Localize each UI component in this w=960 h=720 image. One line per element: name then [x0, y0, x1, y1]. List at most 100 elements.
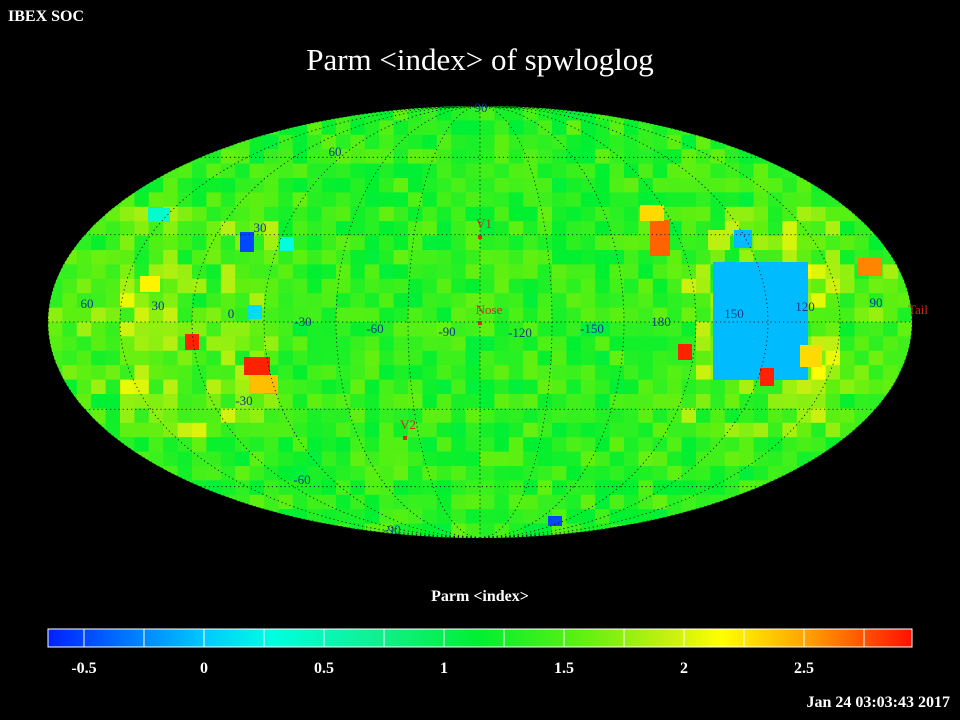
map-pixel [523, 437, 539, 453]
map-pixel [321, 350, 337, 366]
longitude-label: -30 [294, 314, 311, 329]
map-pixel [796, 221, 812, 237]
map-pixel [307, 192, 323, 208]
map-pixel [552, 235, 567, 251]
map-pixel [192, 278, 207, 294]
map-pixel [566, 480, 582, 496]
map-pixel [393, 394, 409, 409]
map-pixel [724, 422, 740, 438]
map-pixel [595, 278, 611, 294]
map-pixel [350, 307, 366, 323]
map-pixel [883, 350, 899, 366]
map-pixel [566, 178, 582, 193]
map-pixel [206, 422, 222, 438]
map-pixel [192, 394, 207, 409]
map-pixel [307, 437, 323, 453]
map-pixel [624, 206, 639, 222]
map-pixel [321, 322, 337, 337]
colorbar-tick-label: 2 [680, 660, 688, 677]
map-pixel [250, 375, 278, 393]
map-pixel [120, 350, 135, 366]
map-pixel [249, 466, 265, 481]
map-pixel [696, 163, 711, 179]
map-pixel [696, 422, 711, 438]
map-pixel [436, 437, 452, 453]
map-pixel [508, 322, 524, 337]
map-pixel [652, 163, 668, 179]
map-pixel [609, 394, 625, 409]
map-pixel [678, 344, 692, 360]
map-pixel [494, 221, 510, 237]
map-pixel [364, 307, 380, 323]
map-pixel [163, 422, 179, 438]
map-pixel [192, 293, 207, 309]
map-pixel [782, 163, 798, 179]
map-pixel [624, 134, 639, 150]
header-label: IBEX SOC [8, 8, 85, 25]
map-pixel [624, 379, 639, 395]
map-pixel [336, 250, 351, 265]
map-pixel [710, 206, 726, 222]
map-pixel [278, 307, 294, 323]
map-pixel [292, 134, 308, 150]
map-pixel [393, 192, 409, 208]
map-pixel [336, 466, 351, 481]
map-pixel [436, 134, 452, 150]
map-pixel [307, 278, 323, 294]
map-pixel [408, 293, 423, 309]
map-pixel [667, 494, 683, 510]
map-pixel [868, 336, 884, 352]
map-pixel [307, 178, 323, 193]
map-pixel [278, 206, 294, 222]
map-pixel [494, 322, 510, 337]
map-pixel [638, 422, 654, 438]
map-pixel [537, 235, 553, 251]
map-pixel [624, 278, 639, 294]
map-pixel [566, 422, 582, 438]
map-pixel [350, 379, 366, 395]
map-pixel [235, 336, 251, 352]
map-pixel [278, 379, 294, 395]
map-pixel [465, 235, 481, 251]
map-pixel [422, 509, 438, 525]
map-pixel [192, 451, 207, 467]
map-pixel [609, 322, 625, 337]
map-pixel [840, 264, 855, 280]
map-pixel [292, 466, 308, 481]
map-pixel [321, 494, 337, 510]
map-pixel [523, 350, 539, 366]
map-pixel [48, 278, 63, 294]
map-pixel [307, 394, 323, 409]
map-pixel [76, 307, 92, 323]
map-pixel [321, 509, 337, 525]
map-pixel [480, 480, 495, 496]
map-pixel [667, 408, 683, 424]
map-pixel [148, 422, 164, 438]
map-pixel [307, 509, 323, 525]
map-pixel [422, 408, 438, 424]
map-pixel [185, 334, 199, 350]
map-pixel [321, 336, 337, 352]
map-pixel [681, 293, 697, 309]
map-pixel [163, 350, 179, 366]
map-pixel [292, 235, 308, 251]
map-pixel [508, 394, 524, 409]
map-pixel [134, 307, 150, 323]
map-pixel [465, 466, 481, 481]
map-pixel [638, 278, 654, 294]
map-pixel [91, 365, 107, 381]
map-pixel [192, 307, 207, 323]
map-pixel [825, 394, 841, 409]
map-pixel [321, 379, 337, 395]
map-pixel [350, 106, 366, 121]
longitude-label: -60 [366, 321, 383, 336]
map-pixel [422, 178, 438, 193]
map-pixel [638, 466, 654, 481]
map-pixel [350, 293, 366, 309]
map-pixel [235, 379, 251, 395]
map-pixel [240, 232, 254, 252]
map-pixel [206, 379, 222, 395]
map-pixel [494, 509, 510, 525]
map-pixel [220, 336, 236, 352]
map-pixel [609, 466, 625, 481]
